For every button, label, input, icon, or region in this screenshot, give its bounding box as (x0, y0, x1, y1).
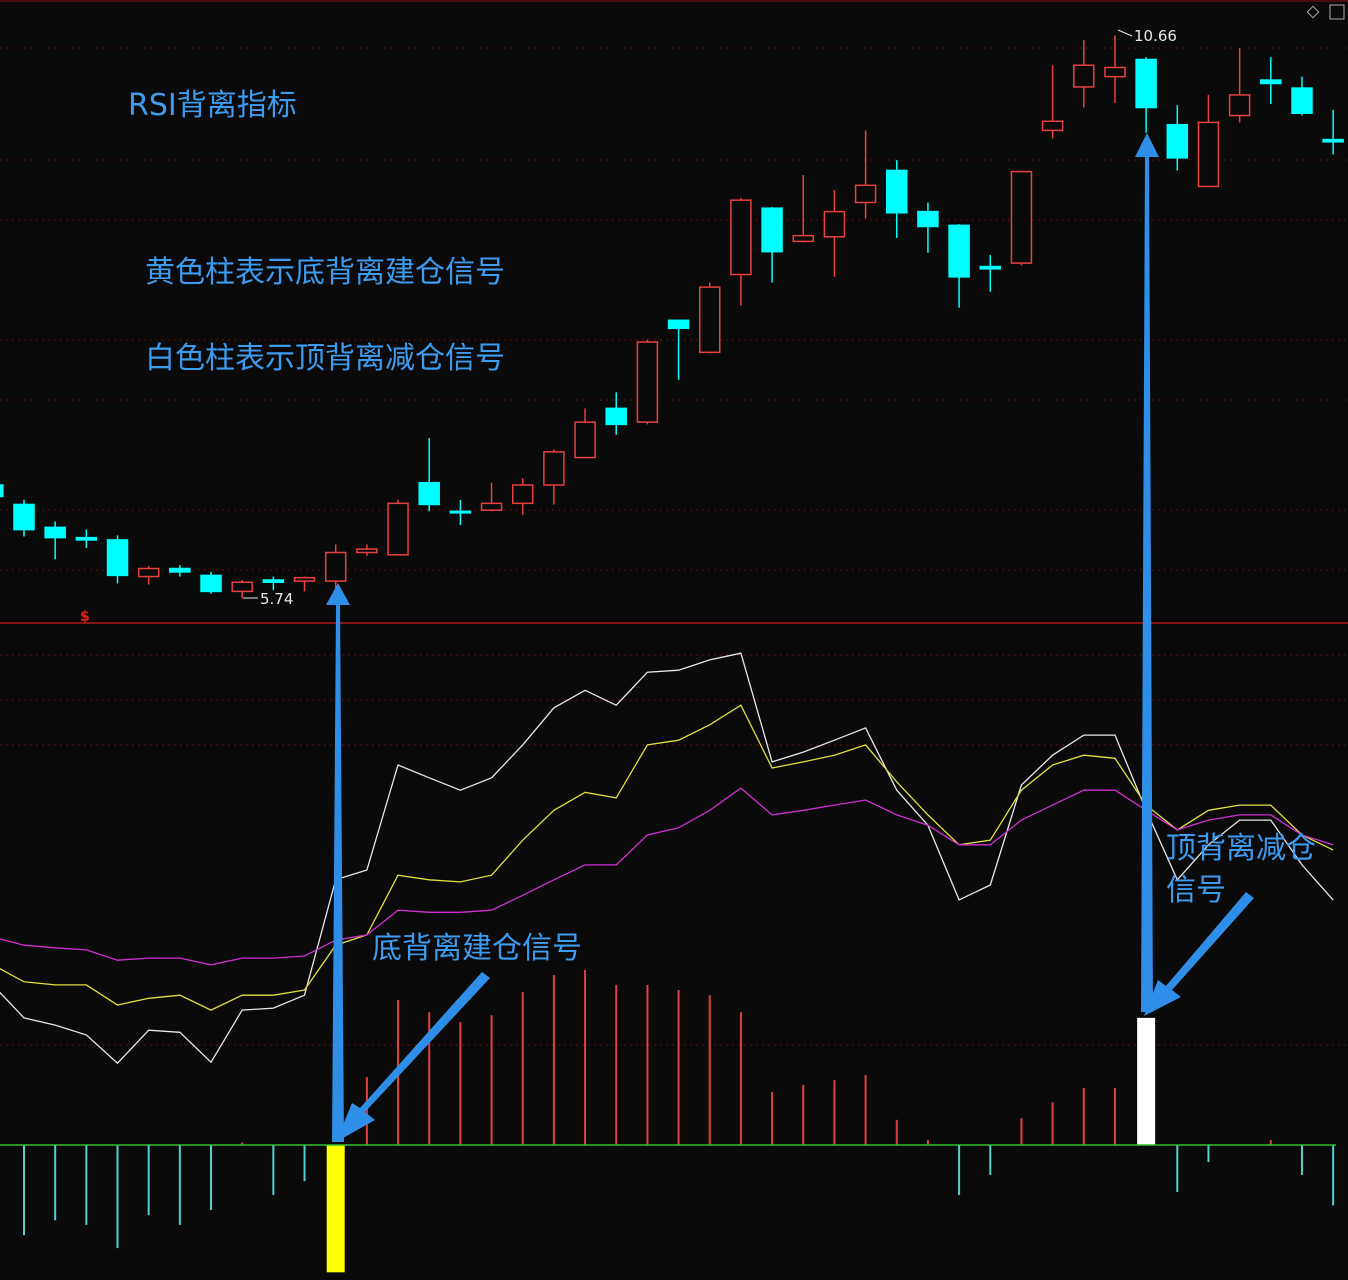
candle-body (324, 551, 347, 582)
grid (0, 47, 1348, 1046)
candle-body (293, 576, 316, 582)
arrows (326, 133, 1254, 1142)
candle-body (1073, 64, 1095, 88)
candle-body (1197, 121, 1220, 188)
candle-body (106, 539, 129, 577)
candle-body (792, 234, 814, 243)
icon[interactable] (1306, 5, 1320, 19)
window-icons (1306, 4, 1345, 20)
candle-body (605, 407, 627, 426)
annotation-box: 顶背离减仓信号 (1166, 831, 1316, 908)
candle-body (231, 581, 253, 593)
candle-body (730, 199, 752, 276)
candle-body (137, 567, 160, 578)
candle-body (449, 510, 472, 514)
candle-body (169, 567, 191, 573)
candle-body (418, 481, 440, 506)
marks (0, 35, 1344, 1273)
candle-body (480, 502, 503, 511)
arrow (336, 972, 490, 1142)
candle-body (0, 484, 4, 498)
icon[interactable] (1329, 4, 1345, 20)
arrow (1144, 892, 1254, 1016)
rsi-line (0, 652, 1334, 1065)
candle-body (13, 503, 35, 531)
candle-body (574, 421, 596, 459)
candle-body (1166, 123, 1189, 159)
candle-body (761, 207, 783, 253)
annotation: 黄色柱表示底背离建仓信号 (145, 255, 505, 290)
candle-body (698, 286, 721, 354)
arrow (1135, 133, 1159, 1012)
candle-body (854, 184, 877, 204)
candle-body (1260, 79, 1282, 85)
chart-title: RSI背离指标 (128, 88, 297, 123)
candle-body (262, 579, 285, 584)
candle-body (1135, 58, 1157, 109)
candle-body (948, 224, 970, 278)
candle-body (1322, 138, 1344, 143)
candle-body (44, 526, 66, 539)
arrow (326, 583, 350, 1142)
candle-body (543, 451, 565, 486)
candle-body (356, 548, 378, 554)
candle-body (1104, 66, 1126, 78)
candle-body (511, 484, 534, 505)
rsi-line (0, 704, 1334, 1011)
marker: $ (80, 609, 90, 625)
candle-body (1041, 120, 1064, 132)
candle-body (636, 341, 659, 423)
signal-bar (326, 1145, 345, 1273)
candle-body (1010, 170, 1033, 264)
candle-body (979, 265, 1002, 270)
label-pointer (1117, 29, 1133, 37)
candle-body (200, 574, 222, 593)
annotation: 白色柱表示顶背离减仓信号 (145, 341, 505, 376)
candle-body (387, 502, 409, 556)
candle-body (1228, 94, 1251, 117)
annotation: 底背离建仓信号 (372, 931, 582, 966)
candle-body (823, 210, 846, 238)
rsi-line (0, 787, 1334, 966)
candle-body (667, 319, 690, 330)
annotation: 顶背离减仓信号 (1166, 831, 1316, 908)
candle-body (917, 210, 939, 228)
price-label: 10.66 (1134, 27, 1177, 45)
price-label: 5.74 (260, 590, 293, 608)
candle-body (886, 169, 908, 214)
candle-body (1291, 87, 1313, 114)
candle-body (75, 536, 98, 541)
signal-bar (1137, 1017, 1156, 1146)
